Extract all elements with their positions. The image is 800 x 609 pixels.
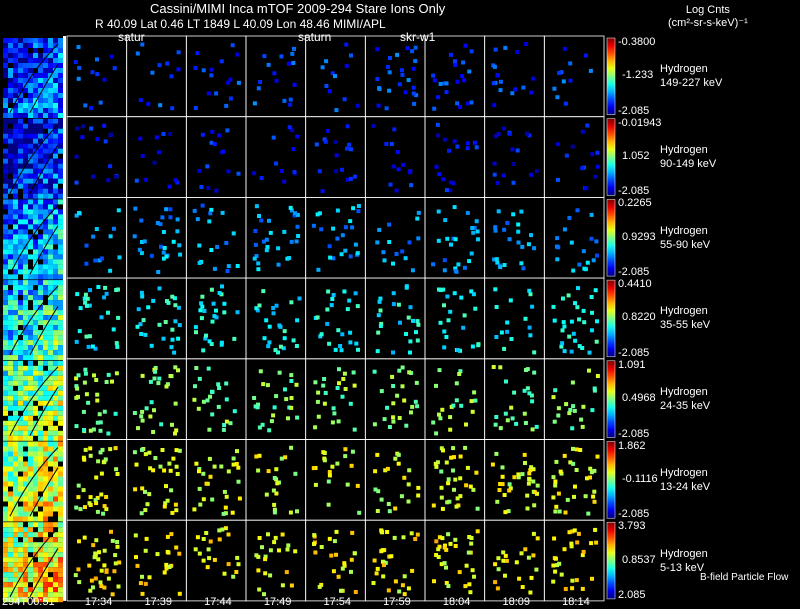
species-label: Hydrogen bbox=[660, 386, 708, 399]
overlay-label-1: satur bbox=[118, 30, 145, 44]
row-panel bbox=[3, 35, 605, 118]
species-label: Hydrogen bbox=[660, 466, 708, 479]
time-tick-label: 18:04 bbox=[442, 596, 471, 608]
colorbar-mid-label: 0.8537 bbox=[622, 553, 656, 566]
colorbar-max-label: 1.862 bbox=[618, 439, 646, 452]
colorbar bbox=[606, 118, 616, 196]
colorbar bbox=[606, 521, 616, 600]
colorbar-min-label: -2.085 bbox=[618, 427, 650, 440]
time-tick-label: 294T00:51 bbox=[2, 596, 55, 608]
column-separator bbox=[63, 36, 66, 601]
colorbar bbox=[606, 441, 616, 519]
time-tick-label: 17:39 bbox=[144, 596, 173, 608]
time-tick-label: 18:14 bbox=[562, 596, 590, 608]
energy-label: 90-149 keV bbox=[660, 158, 717, 171]
colorbar bbox=[606, 199, 616, 277]
species-label: Hydrogen bbox=[660, 63, 708, 76]
time-tick-label: 17:59 bbox=[383, 596, 411, 608]
row-panel bbox=[3, 116, 605, 199]
species-label: Hydrogen bbox=[660, 144, 708, 157]
time-tick-label: 18:09 bbox=[502, 596, 531, 608]
overlay-label-3: skr-w1 bbox=[400, 30, 436, 44]
colorbar-mid-label: 0.9293 bbox=[622, 230, 656, 243]
row-panel bbox=[3, 439, 605, 522]
energy-label: 35-55 keV bbox=[660, 319, 711, 332]
colorbar-max-label: 0.2265 bbox=[618, 197, 652, 210]
colorbar-max-label: -0.01943 bbox=[618, 116, 662, 129]
energy-label: 13-24 keV bbox=[660, 480, 711, 493]
time-tick-label: 17:44 bbox=[204, 596, 232, 608]
plot-title: Cassini/MIMI Inca mTOF 2009-294 Stare Io… bbox=[150, 1, 446, 16]
time-tick-label: 17:54 bbox=[323, 596, 352, 608]
colorbar-min-label: -2.085 bbox=[618, 346, 650, 359]
row-panel bbox=[3, 358, 605, 441]
colorbar-mid-label: 1.052 bbox=[622, 150, 650, 163]
colorbar bbox=[606, 37, 616, 115]
orbit-info: R 40.09 Lat 0.46 LT 1849 L 40.09 Lon 48.… bbox=[95, 17, 386, 31]
colorbar-min-label: 2.085 bbox=[618, 588, 646, 601]
colorbar-max-label: 0.4410 bbox=[618, 278, 652, 291]
row-panel bbox=[3, 277, 605, 361]
colorbar-mid-label: -0.1116 bbox=[622, 472, 658, 485]
colorbar-min-label: -2.085 bbox=[618, 104, 650, 117]
colorbar-title-line2: (cm²-sr-s-keV)⁻¹ bbox=[668, 17, 748, 29]
colorbar-mid-label: -1.233 bbox=[622, 69, 654, 82]
species-label: Hydrogen bbox=[660, 305, 708, 318]
footer-label: B-field Particle Flow bbox=[700, 572, 789, 583]
energy-label: 149-227 keV bbox=[660, 77, 723, 90]
colorbar bbox=[606, 279, 616, 358]
colorbar-min-label: -2.085 bbox=[618, 185, 650, 198]
colorbar-max-label: 3.793 bbox=[618, 520, 646, 533]
colorbar-title: Log Cnts (cm²-sr-s-keV)⁻¹ bbox=[668, 4, 748, 30]
colorbar-max-label: -0.3800 bbox=[618, 36, 656, 48]
energy-label: 24-35 keV bbox=[660, 400, 711, 413]
energy-label: 5-13 keV bbox=[660, 561, 705, 574]
colorbar-mid-label: 0.4968 bbox=[622, 392, 656, 405]
colorbar-mid-label: 0.8220 bbox=[622, 311, 656, 324]
row-panel bbox=[3, 196, 605, 280]
row-panel bbox=[3, 519, 605, 603]
colorbar-title-line1: Log Cnts bbox=[685, 4, 730, 16]
colorbar-max-label: 1.091 bbox=[618, 358, 646, 371]
colorbar-min-label: -2.085 bbox=[618, 266, 650, 279]
species-label: Hydrogen bbox=[660, 224, 708, 237]
energy-label: 55-90 keV bbox=[660, 238, 711, 251]
species-label: Hydrogen bbox=[660, 547, 708, 560]
colorbar bbox=[606, 360, 616, 438]
time-tick-label: 17:34 bbox=[84, 596, 113, 608]
time-tick-label: 17:49 bbox=[263, 596, 292, 608]
colorbar-min-label: -2.085 bbox=[618, 508, 650, 521]
overlay-label-2: saturn bbox=[298, 30, 332, 44]
